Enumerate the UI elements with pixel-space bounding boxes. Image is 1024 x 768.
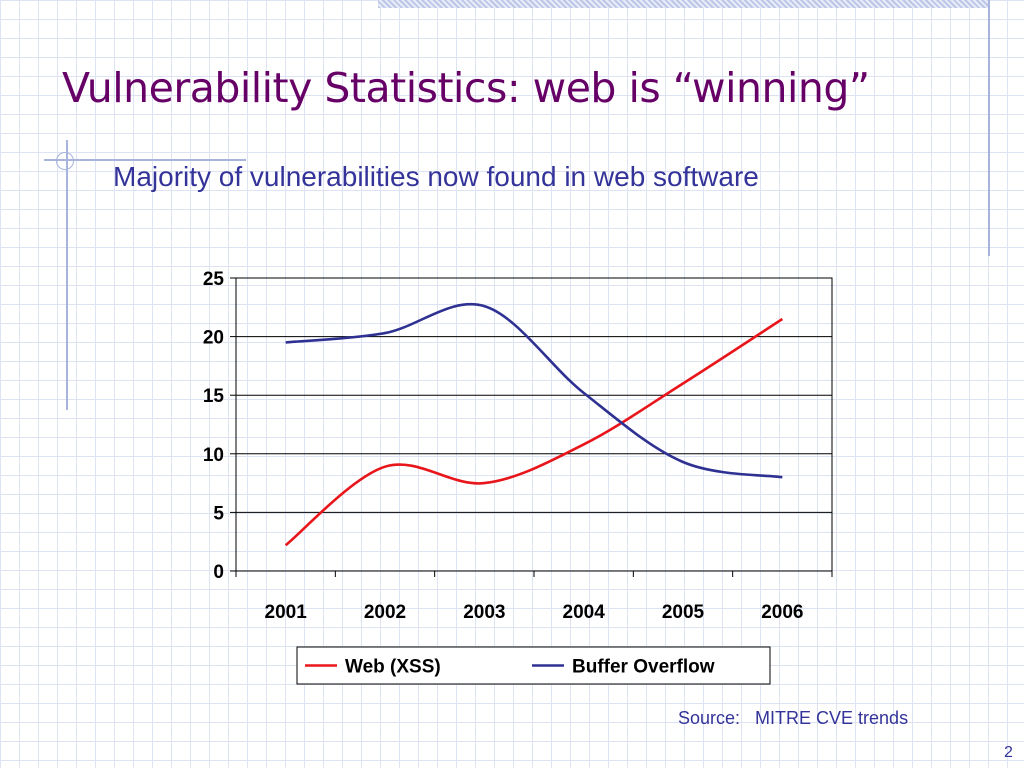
decor-vertical-line-right [988, 0, 990, 256]
y-tick-label: 25 [203, 269, 225, 290]
y-axis: 0 5 10 15 20 25 [203, 269, 236, 583]
x-tick-label: 2005 [662, 602, 705, 623]
y-tick-label: 15 [203, 386, 225, 407]
y-tick-label: 10 [203, 445, 224, 466]
y-tick-label: 5 [213, 503, 224, 524]
series-line-buffer-overflow [285, 303, 783, 479]
slide-title: Vulnerability Statistics: web is “winnin… [62, 64, 870, 112]
slide-subtitle: Majority of vulnerabilities now found in… [113, 161, 759, 192]
x-tick-label: 2006 [761, 602, 803, 623]
legend-label: Web (XSS) [345, 657, 441, 678]
plot-area [235, 277, 833, 572]
x-tick-label: 2004 [563, 602, 606, 623]
page-number: 2 [1004, 744, 1013, 761]
legend-label: Buffer Overflow [572, 657, 715, 678]
x-axis: 2001 2002 2003 2004 2005 2006 [235, 571, 833, 623]
chart-series [284, 303, 784, 547]
chart-legend: Web (XSS) Buffer Overflow [296, 646, 771, 685]
decor-horizontal-line [44, 159, 246, 161]
series-line-web-xss [284, 317, 784, 547]
x-tick-label: 2003 [463, 602, 505, 623]
decor-vertical-line-left [66, 140, 68, 410]
chart-gridlines [236, 336, 832, 513]
decor-circle [56, 152, 74, 170]
y-tick-label: 20 [203, 328, 224, 349]
y-tick-label: 0 [213, 562, 224, 583]
top-decor-band [378, 0, 990, 8]
source-note: Source: MITRE CVE trends [678, 708, 909, 728]
x-tick-label: 2001 [265, 602, 308, 623]
x-tick-label: 2002 [364, 602, 406, 623]
